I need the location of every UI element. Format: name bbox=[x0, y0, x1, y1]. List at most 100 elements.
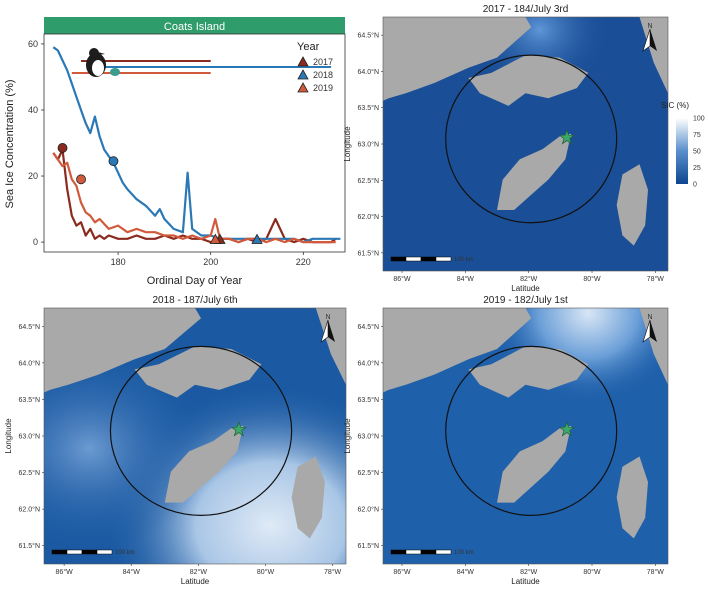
land-mansel-island bbox=[616, 164, 648, 246]
map-x-tick-label: 82°W bbox=[190, 568, 208, 576]
y-axis-label: Sea Ice Concentration (%) bbox=[4, 79, 16, 208]
map-x-tick-label: 80°W bbox=[257, 568, 275, 576]
north-arrow-icon bbox=[650, 29, 657, 51]
north-arrow-half bbox=[642, 319, 651, 343]
map-title: 2017 - 184/July 3rd bbox=[483, 4, 569, 15]
colorbar-tick-label: 50 bbox=[693, 149, 701, 156]
land-southampton-tip bbox=[134, 346, 262, 398]
scale-bar-segment bbox=[81, 549, 98, 555]
land-mansel-island bbox=[616, 456, 648, 539]
land-northwest bbox=[383, 17, 532, 101]
north-label: N bbox=[647, 314, 652, 321]
land-northeast bbox=[639, 308, 668, 385]
land-coats-island bbox=[497, 425, 572, 503]
map-y-tick-label: 62.5°N bbox=[19, 469, 40, 477]
start-marker-2018 bbox=[108, 156, 119, 167]
scale-bar-label: 100 km bbox=[454, 257, 474, 263]
land-coats-island bbox=[164, 425, 244, 503]
north-arrow-half bbox=[642, 28, 651, 52]
map-y-tick-label: 62.5°N bbox=[358, 469, 379, 477]
map-y-tick-label: 63.5°N bbox=[358, 396, 379, 404]
scale-bar-segment bbox=[420, 256, 437, 262]
map-x-axis-label: Latitude bbox=[511, 284, 540, 293]
map-x-tick-label: 78°W bbox=[324, 568, 342, 576]
colorbar-tick-label: 100 bbox=[693, 116, 705, 123]
map-x-tick-label: 86°W bbox=[393, 275, 411, 283]
map-x-tick-label: 82°W bbox=[520, 275, 538, 283]
legend-swatch-2019 bbox=[297, 82, 309, 93]
map-panel-1: 2017 - 184/July 3rd N 100 km 86°W 84°W 82°W 80… bbox=[343, 4, 669, 293]
legend-swatch-2018 bbox=[297, 69, 309, 80]
scale-bar-segment bbox=[390, 256, 407, 262]
map-y-tick-label: 63.5°N bbox=[19, 396, 40, 404]
study-area-circle bbox=[445, 54, 618, 224]
map-y-axis-label: Longitude bbox=[343, 126, 352, 162]
scale-bar-segment bbox=[405, 549, 422, 555]
map-y-tick-label: 64.0°N bbox=[358, 359, 379, 367]
map-x-tick-label: 84°W bbox=[123, 568, 141, 576]
colony-star-icon bbox=[558, 129, 576, 145]
colorbar-tick-label: 75 bbox=[693, 132, 701, 139]
map-title: 2019 - 182/July 1st bbox=[483, 295, 568, 306]
scale-bar-segment bbox=[96, 549, 113, 555]
scale-bar-segment bbox=[405, 256, 422, 262]
map-y-tick-label: 64.5°N bbox=[19, 323, 40, 331]
north-arrow-icon bbox=[650, 320, 657, 342]
legend-title: Year bbox=[297, 41, 320, 53]
scale-bar-segment bbox=[66, 549, 83, 555]
legend-label-2017: 2017 bbox=[313, 57, 333, 67]
land-northwest bbox=[383, 308, 532, 393]
x-tick-label: 180 bbox=[111, 257, 126, 267]
scale-bar-segment bbox=[435, 549, 452, 555]
colorbar-title: SIC (%) bbox=[661, 101, 689, 110]
x-tick-label: 200 bbox=[203, 257, 218, 267]
colorbar-gradient bbox=[676, 118, 688, 184]
land-southampton-tip bbox=[468, 55, 589, 106]
map-y-tick-label: 64.5°N bbox=[358, 323, 379, 331]
colony-star-icon bbox=[230, 421, 247, 437]
map-x-tick-label: 78°W bbox=[647, 275, 665, 283]
map-x-tick-label: 78°W bbox=[647, 568, 665, 576]
map-y-tick-label: 61.5°N bbox=[358, 249, 379, 257]
land-mansel-island bbox=[291, 456, 325, 539]
sic-maps: 2017 - 184/July 3rd N 100 km 86°W 84°W 82°W 80… bbox=[4, 4, 669, 586]
colorbar: SIC (%) 100 75 50 25 0 bbox=[661, 101, 705, 189]
scale-bar-label: 100 km bbox=[115, 550, 135, 556]
north-label: N bbox=[647, 23, 652, 30]
murre-bird-icon bbox=[86, 48, 120, 77]
map-y-tick-label: 62.5°N bbox=[358, 177, 379, 185]
map-y-tick-label: 63.0°N bbox=[358, 141, 379, 149]
map-y-tick-label: 64.0°N bbox=[358, 68, 379, 76]
series-line-2019 bbox=[52, 152, 336, 244]
map-y-tick-label: 62.0°N bbox=[358, 213, 379, 221]
facet-title: Coats Island bbox=[164, 21, 225, 33]
map-y-tick-label: 61.5°N bbox=[358, 542, 379, 550]
map-panel-3: 2019 - 182/July 1st N 100 km 86°W 84°W 82°W 80… bbox=[343, 295, 669, 586]
legend-label-2019: 2019 bbox=[313, 83, 333, 93]
series-line-2017 bbox=[52, 148, 337, 244]
map-y-tick-label: 62.0°N bbox=[19, 506, 40, 514]
map-y-tick-label: 61.5°N bbox=[19, 542, 40, 550]
y-axis-ticks: 0 20 40 60 bbox=[28, 39, 44, 247]
legend-label-2018: 2018 bbox=[313, 70, 333, 80]
map-x-tick-label: 84°W bbox=[457, 568, 475, 576]
map-x-tick-label: 82°W bbox=[520, 568, 538, 576]
scale-bar-label: 100 km bbox=[454, 550, 474, 556]
map-y-tick-label: 64.0°N bbox=[19, 359, 40, 367]
map-x-tick-label: 86°W bbox=[56, 568, 74, 576]
legend: Year 2017 2018 2019 bbox=[297, 41, 333, 93]
land-northwest bbox=[44, 308, 201, 393]
colorbar-tick-label: 0 bbox=[693, 182, 697, 189]
north-arrow-icon bbox=[328, 320, 335, 342]
map-panel-2: 2018 - 187/July 6th N 100 km 86°W 84°W 82°W 80… bbox=[4, 295, 347, 586]
x-tick-label: 220 bbox=[296, 257, 311, 267]
colony-star-icon bbox=[558, 421, 576, 437]
end-marker-2019 bbox=[209, 233, 222, 244]
start-marker-2019 bbox=[76, 174, 86, 185]
map-y-tick-label: 64.5°N bbox=[358, 32, 379, 40]
map-x-axis-label: Latitude bbox=[511, 577, 540, 586]
map-y-tick-label: 62.0°N bbox=[358, 506, 379, 514]
y-tick-label: 60 bbox=[28, 39, 38, 49]
